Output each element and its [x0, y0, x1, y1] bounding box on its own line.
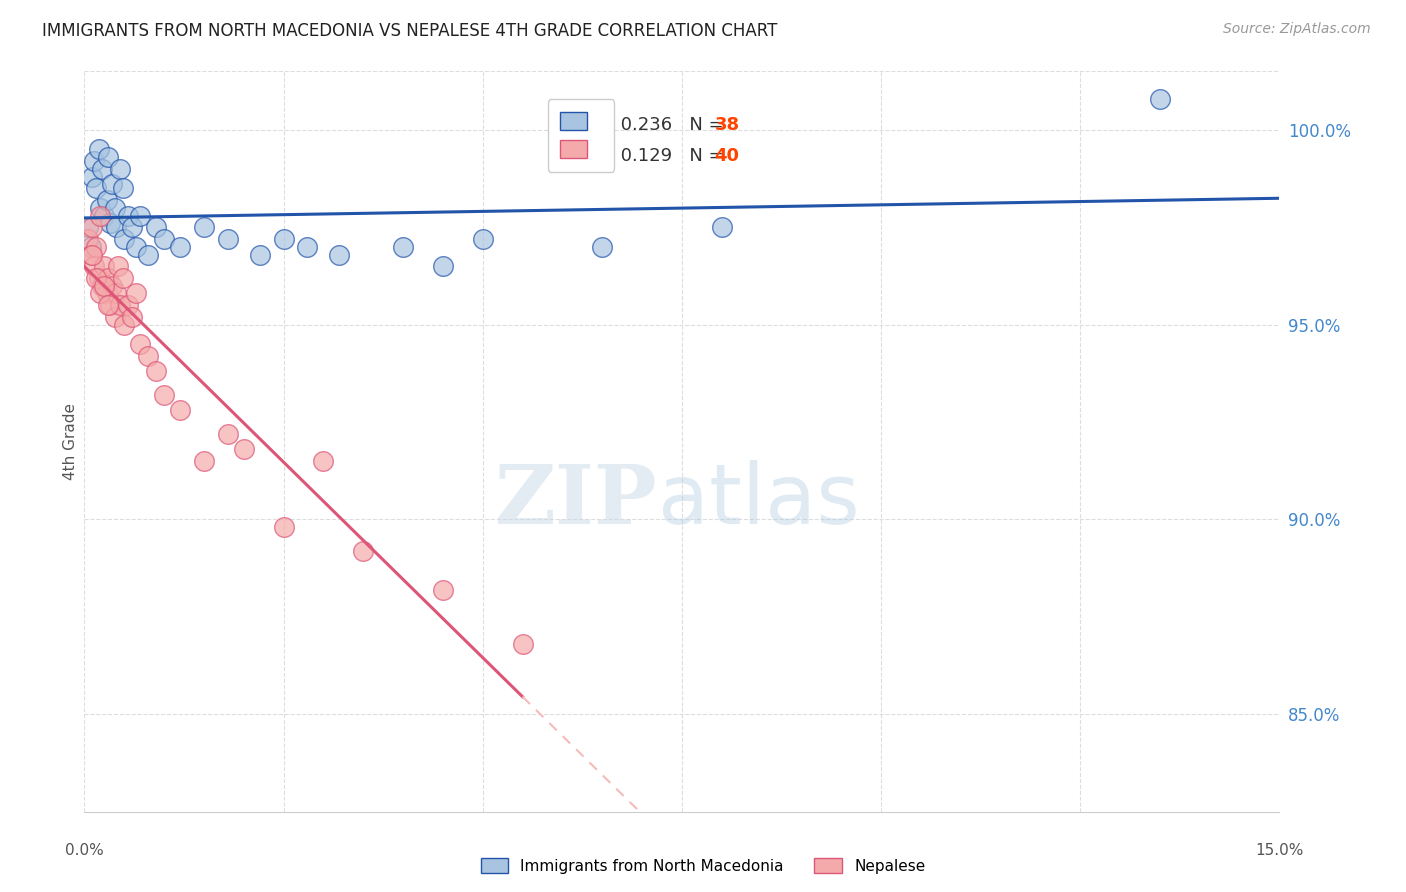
- Point: [110, 298, 132, 312]
- Point: [273, 232, 295, 246]
- Point: [83, 259, 105, 273]
- Point: [90, 161, 112, 176]
- Text: ZIP: ZIP: [495, 461, 658, 541]
- Point: [710, 220, 733, 235]
- Point: [112, 232, 135, 246]
- Point: [101, 278, 124, 293]
- Point: [93, 278, 115, 293]
- Point: [169, 240, 191, 254]
- Legend: , : ,: [547, 99, 614, 172]
- Point: [110, 161, 132, 176]
- Point: [297, 240, 319, 254]
- Point: [193, 220, 215, 235]
- Point: [136, 247, 159, 261]
- Point: [217, 232, 239, 246]
- Point: [153, 388, 176, 402]
- Text: 38: 38: [714, 116, 740, 134]
- Point: [169, 403, 191, 417]
- Point: [471, 232, 494, 246]
- Point: [193, 454, 215, 468]
- Text: IMMIGRANTS FROM NORTH MACEDONIA VS NEPALESE 4TH GRADE CORRELATION CHART: IMMIGRANTS FROM NORTH MACEDONIA VS NEPAL…: [42, 22, 778, 40]
- Point: [111, 271, 134, 285]
- Point: [98, 216, 121, 230]
- Point: [352, 543, 374, 558]
- Point: [312, 454, 335, 468]
- Point: [96, 286, 118, 301]
- Point: [89, 201, 111, 215]
- Point: [93, 259, 115, 273]
- Point: [87, 142, 110, 156]
- Point: [86, 181, 108, 195]
- Point: [392, 240, 415, 254]
- Point: [232, 442, 254, 457]
- Text: 0.0%: 0.0%: [65, 843, 104, 858]
- Point: [105, 286, 128, 301]
- Point: [249, 247, 271, 261]
- Point: [217, 426, 239, 441]
- Point: [121, 220, 143, 235]
- Point: [82, 220, 104, 235]
- Point: [145, 220, 167, 235]
- Point: [80, 247, 103, 261]
- Text: 40: 40: [714, 147, 740, 165]
- Point: [1149, 92, 1171, 106]
- Point: [105, 220, 128, 235]
- Point: [96, 193, 118, 207]
- Point: [125, 286, 148, 301]
- Point: [82, 169, 104, 184]
- Point: [89, 286, 111, 301]
- Point: [97, 150, 120, 164]
- Point: [136, 349, 159, 363]
- Point: [273, 520, 295, 534]
- Point: [86, 240, 108, 254]
- Point: [90, 278, 112, 293]
- Text: atlas: atlas: [658, 460, 859, 541]
- Point: [328, 247, 350, 261]
- Point: [129, 337, 152, 351]
- Point: [87, 271, 110, 285]
- Point: [591, 240, 613, 254]
- Point: [432, 259, 454, 273]
- Point: [80, 240, 103, 254]
- Point: [153, 232, 176, 246]
- Point: [512, 637, 534, 651]
- Point: [77, 220, 100, 235]
- Point: [77, 232, 100, 246]
- Point: [117, 298, 139, 312]
- Text: R =  0.236   N =: R = 0.236 N =: [576, 116, 730, 134]
- Legend: Immigrants from North Macedonia, Nepalese: Immigrants from North Macedonia, Nepales…: [474, 852, 932, 880]
- Point: [104, 201, 127, 215]
- Point: [111, 181, 134, 195]
- Point: [83, 153, 105, 168]
- Point: [117, 209, 139, 223]
- Point: [125, 240, 148, 254]
- Point: [97, 271, 120, 285]
- Point: [145, 364, 167, 378]
- Point: [89, 209, 111, 223]
- Y-axis label: 4th Grade: 4th Grade: [63, 403, 77, 480]
- Point: [432, 582, 454, 597]
- Point: [93, 209, 115, 223]
- Point: [98, 298, 121, 312]
- Point: [97, 298, 120, 312]
- Point: [104, 310, 127, 324]
- Point: [86, 271, 108, 285]
- Point: [107, 259, 129, 273]
- Point: [82, 247, 104, 261]
- Text: R =  0.129   N =: R = 0.129 N =: [576, 147, 730, 165]
- Text: Source: ZipAtlas.com: Source: ZipAtlas.com: [1223, 22, 1371, 37]
- Text: 15.0%: 15.0%: [1256, 843, 1303, 858]
- Point: [121, 310, 143, 324]
- Point: [129, 209, 152, 223]
- Point: [112, 318, 135, 332]
- Point: [101, 178, 124, 192]
